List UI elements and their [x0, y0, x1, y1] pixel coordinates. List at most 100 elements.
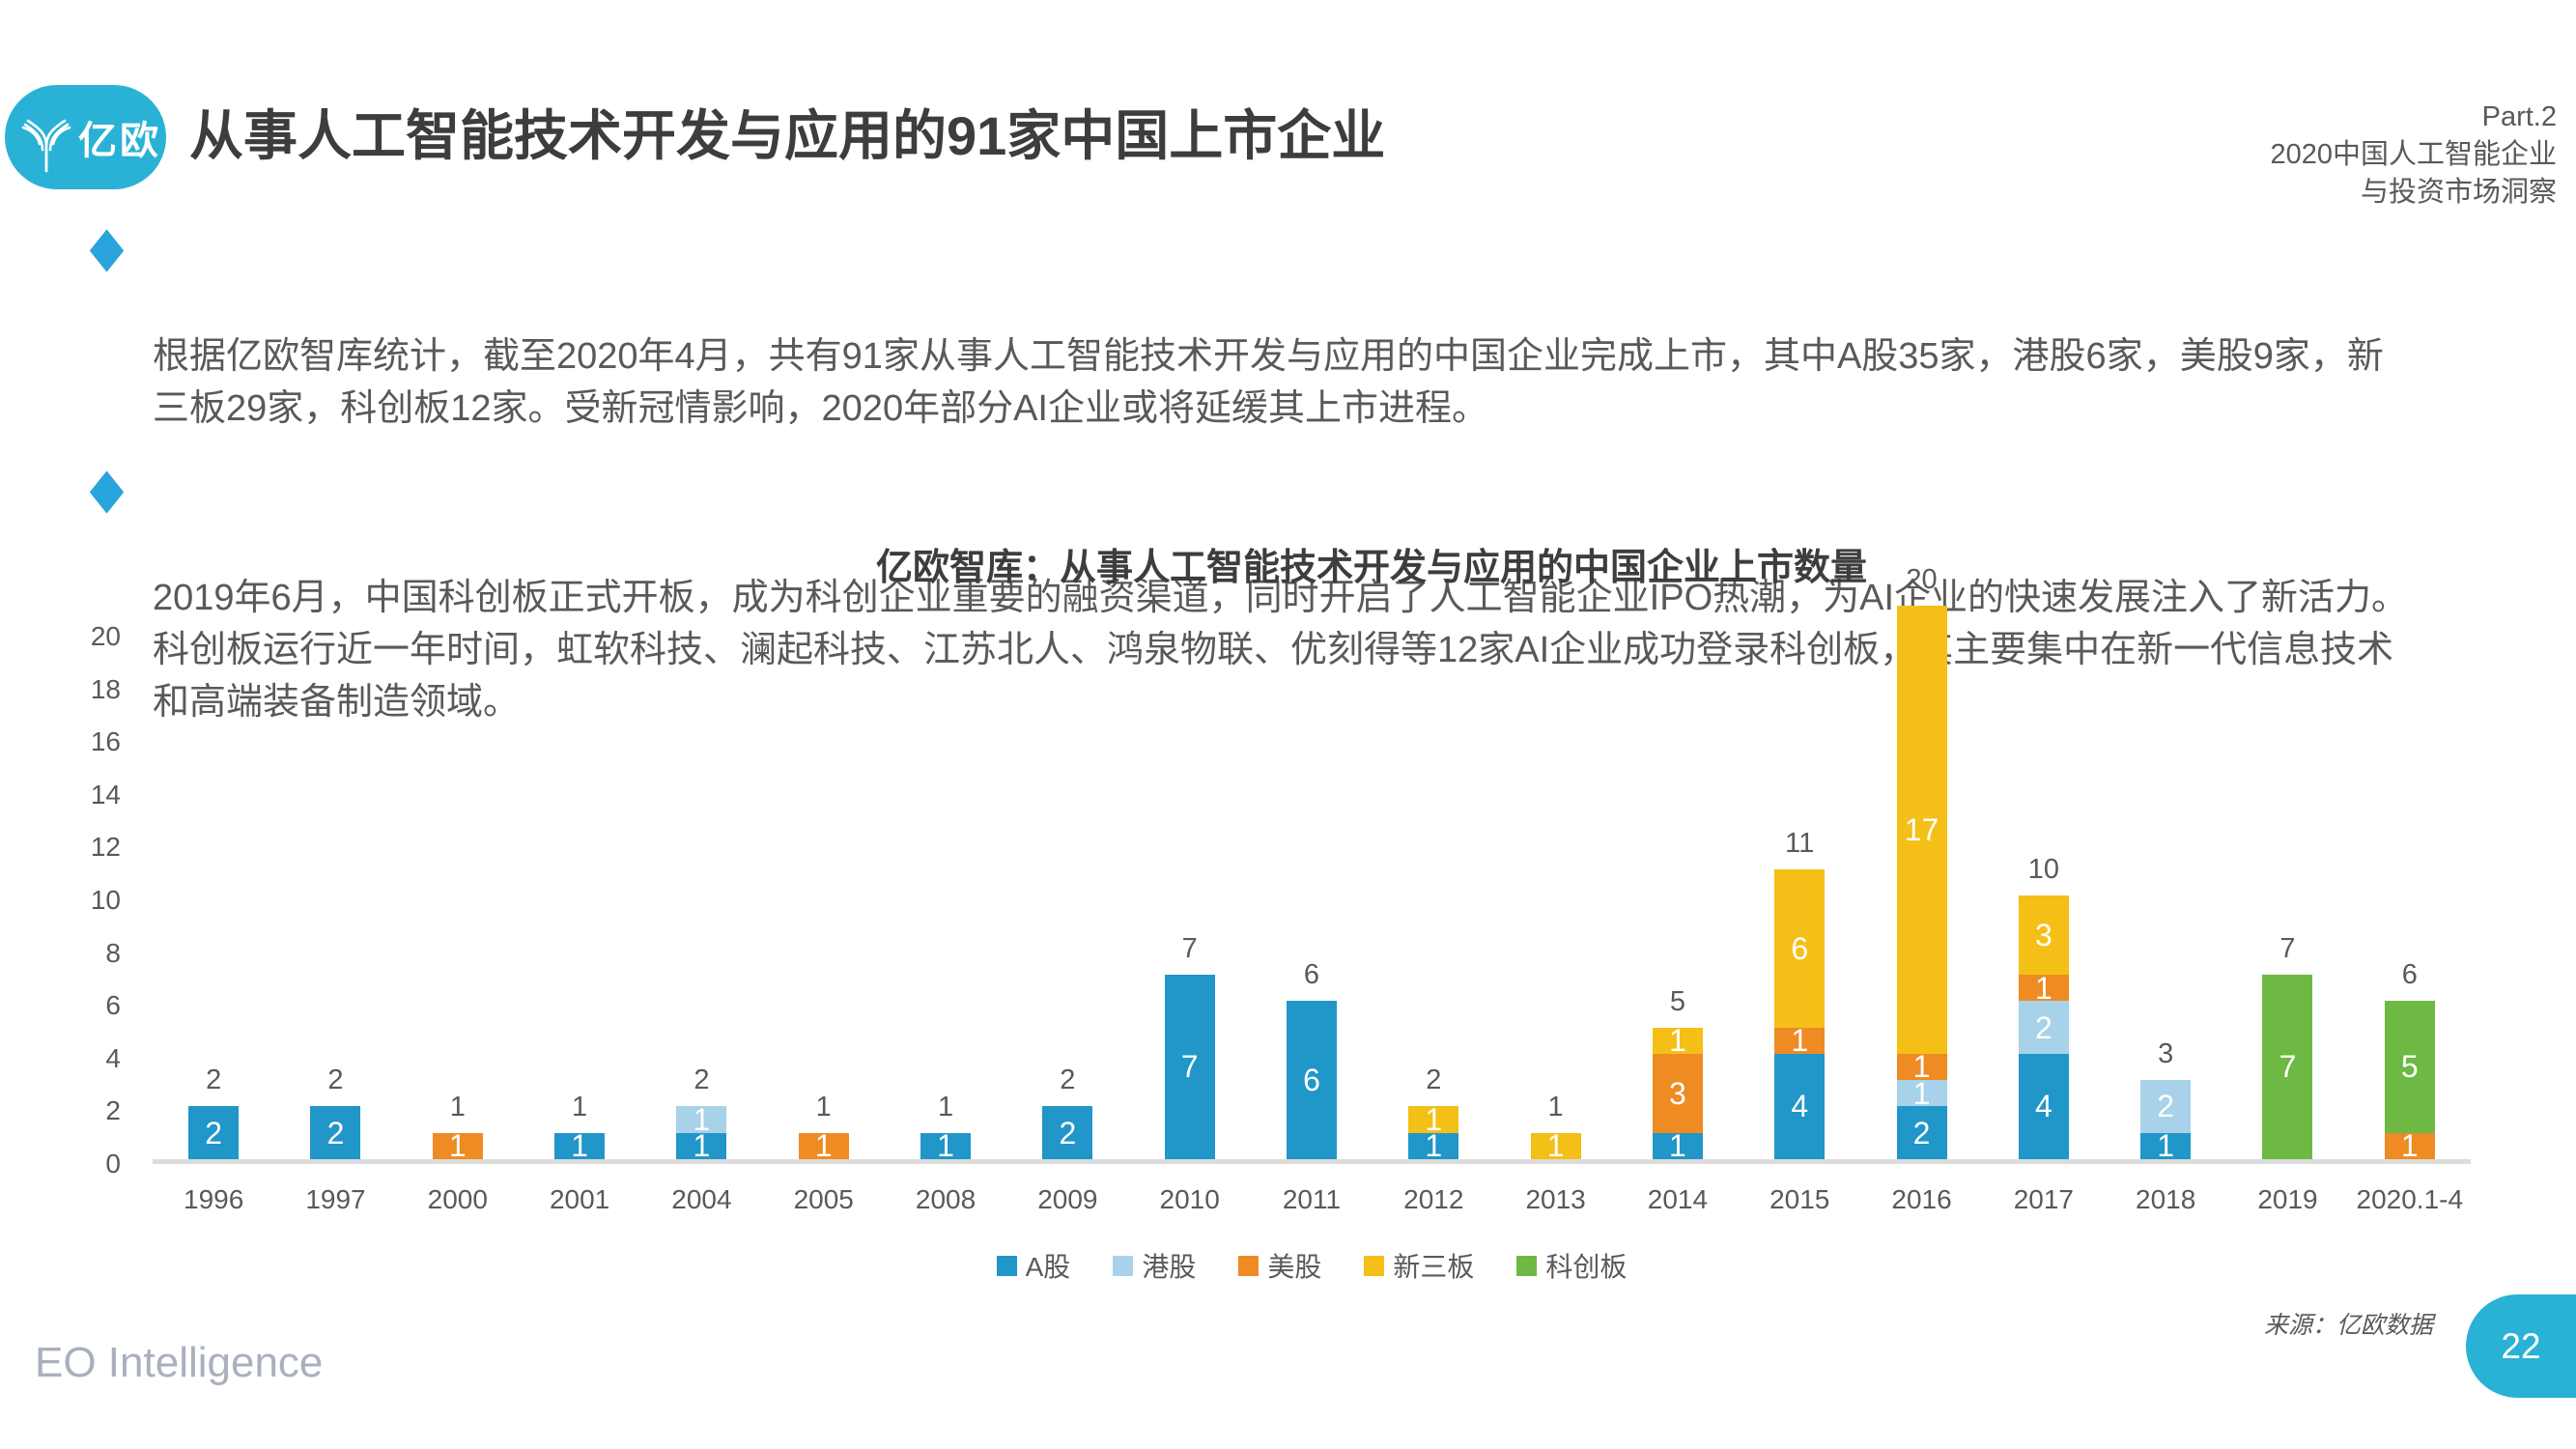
- page-number: 22: [2501, 1325, 2541, 1366]
- legend-item-科创板: 科创板: [1516, 1246, 1627, 1285]
- stacked-bar: 2: [310, 1106, 361, 1159]
- page-title: 从事人工智能技术开发与应用的91家中国上市企业: [189, 105, 1386, 166]
- bar-total-label: 1: [1547, 1091, 1564, 1122]
- y-axis-tick-label: 20: [90, 621, 121, 651]
- report-name-line1: 2020中国人工智能企业: [2270, 139, 2557, 170]
- bar-total-label: 7: [1181, 932, 1198, 964]
- bar-segment-A股: 1: [1652, 1130, 1703, 1161]
- bar-segment-港股: 1: [676, 1104, 727, 1135]
- x-axis-category-label: 1996: [184, 1184, 244, 1214]
- y-axis-tick-label: 18: [90, 673, 121, 704]
- stacked-bar: 1: [798, 1130, 849, 1161]
- x-axis-category-label: 2001: [549, 1184, 610, 1214]
- bar-segment-A股: 4: [1774, 1053, 1826, 1159]
- segment-value-label: 2: [326, 1115, 345, 1151]
- segment-value-label: 1: [1425, 1102, 1443, 1138]
- x-axis-category-label: 2019: [2257, 1184, 2318, 1214]
- bar-column-2020.1-4: 1 5 6 2020.1-4: [2349, 637, 2471, 1214]
- bar-total-label: 7: [2279, 932, 2296, 964]
- part-label: Part.2: [2481, 101, 2557, 132]
- x-axis-category-label: 2011: [1282, 1184, 1342, 1214]
- legend-label: A股: [1025, 1252, 1071, 1282]
- segment-value-label: 1: [571, 1128, 588, 1164]
- y-axis-tick-label: 0: [105, 1149, 121, 1179]
- segment-value-label: 1: [448, 1128, 467, 1164]
- stacked-bar: 1: [432, 1128, 483, 1164]
- bar-segment-A股: 2: [310, 1106, 361, 1159]
- legend-label: 科创板: [1545, 1252, 1628, 1282]
- bar-segment-A股: 2: [1042, 1106, 1093, 1159]
- bar-segment-A股: 7: [1164, 974, 1215, 1159]
- segment-value-label: 2: [205, 1115, 223, 1151]
- legend-item-新三板: 新三板: [1364, 1246, 1474, 1285]
- legend-item-美股: 美股: [1238, 1246, 1321, 1285]
- bar-segment-A股: 1: [920, 1128, 972, 1164]
- y-axis-tick-label: 8: [105, 937, 121, 968]
- legend-label: 港股: [1142, 1252, 1197, 1282]
- y-axis-tick-label: 4: [105, 1042, 121, 1073]
- bar-column-1996: 2 2 1996: [153, 637, 274, 1214]
- bar-segment-港股: 2: [2140, 1080, 2192, 1133]
- bar-segment-科创板: 7: [2262, 974, 2313, 1159]
- bar-segment-美股: 1: [2384, 1130, 2435, 1161]
- eo-logo: 亿欧: [5, 85, 166, 189]
- bar-column-2014: 1 3 1 5 2014: [1617, 637, 1739, 1215]
- bar-total-label: 6: [1303, 959, 1320, 991]
- bar-segment-美股: 3: [1652, 1053, 1703, 1133]
- bullet-text-2: 2019年6月，中国科创板正式开板，成为科创企业重要的融资渠道，同时开启了人工智…: [153, 578, 2409, 723]
- report-part-info: Part.2 2020中国人工智能企业 与投资市场洞察: [2270, 99, 2557, 212]
- legend-swatch-icon: [1113, 1255, 1134, 1276]
- segment-value-label: 3: [2034, 917, 2052, 952]
- legend-swatch-icon: [1516, 1255, 1538, 1276]
- x-axis-category-label: 2013: [1525, 1184, 1586, 1214]
- chart-title: 亿欧智库：从事人工智能技术开发与应用的中国企业上市数量: [875, 548, 1867, 588]
- stacked-bar: 2: [188, 1106, 240, 1159]
- stacked-bar: 7: [1164, 974, 1215, 1159]
- bar-column-2000: 1 1 2000: [397, 637, 519, 1214]
- stacked-bar-chart: 2 2 1996 2 2 1997 1 1 2000 1 1 2001 1 1 2 2004 1 1 2005 1 1 2…: [153, 564, 2471, 1215]
- bar-column-2016: 2 1 1 17 20 2016: [1860, 564, 1982, 1214]
- bar-total-label: 2: [694, 1065, 710, 1096]
- x-axis-category-label: 2014: [1647, 1184, 1709, 1214]
- diamond-bullet-icon: [89, 229, 125, 272]
- segment-value-label: 17: [1904, 811, 1939, 847]
- bar-segment-美股: 1: [798, 1130, 849, 1161]
- x-axis-category-label: 2004: [671, 1184, 732, 1214]
- bar-segment-港股: 2: [2018, 1001, 2069, 1054]
- bullet-list: 根据亿欧智库统计，截至2020年4月，共有91家从事人工智能技术开发与应用的中国…: [89, 226, 2532, 761]
- bar-column-2008: 1 1 2008: [885, 637, 1006, 1214]
- bar-segment-A股: 1: [676, 1130, 727, 1161]
- legend-item-A股: A股: [996, 1246, 1071, 1285]
- segment-value-label: 4: [1791, 1089, 1809, 1124]
- bar-column-2012: 1 1 2 2012: [1373, 637, 1494, 1214]
- stacked-bar: 7: [2262, 974, 2313, 1159]
- data-source-note: 来源：亿欧数据: [2263, 1312, 2433, 1339]
- bars-row: 2 2 1996 2 2 1997 1 1 2000 1 1 2001 1 1 2 2004 1 1 2005 1 1 2…: [153, 564, 2471, 1215]
- stacked-bar: 2 1 1 17: [1896, 605, 1947, 1159]
- bar-total-label: 5: [1669, 985, 1685, 1017]
- segment-value-label: 2: [2157, 1089, 2175, 1124]
- page-number-badge: 22: [2466, 1294, 2576, 1398]
- x-axis-category-label: 2018: [2136, 1184, 2196, 1214]
- segment-value-label: 7: [1180, 1049, 1199, 1085]
- bar-segment-美股: 1: [1896, 1051, 1947, 1082]
- bar-total-label: 11: [1785, 827, 1815, 859]
- bar-column-2005: 1 1 2005: [763, 637, 885, 1214]
- bar-segment-美股: 1: [2018, 973, 2069, 1004]
- segment-value-label: 3: [1669, 1075, 1686, 1111]
- bar-column-1997: 2 2 1997: [274, 637, 396, 1214]
- bar-segment-美股: 1: [1774, 1025, 1826, 1056]
- bar-column-2013: 1 1 2013: [1494, 637, 1616, 1214]
- bar-segment-新三板: 1: [1408, 1102, 1459, 1138]
- y-axis-tick-label: 2: [105, 1095, 121, 1126]
- bar-column-2010: 7 7 2010: [1129, 637, 1251, 1214]
- bullet-item-1: 根据亿欧智库统计，截至2020年4月，共有91家从事人工智能技术开发与应用的中国…: [89, 226, 2532, 435]
- segment-value-label: 1: [937, 1128, 954, 1164]
- report-name-line2: 与投资市场洞察: [2360, 177, 2557, 208]
- bar-segment-A股: 6: [1286, 1001, 1337, 1159]
- segment-value-label: 6: [1791, 930, 1809, 966]
- bar-total-label: 1: [937, 1091, 954, 1122]
- bar-segment-A股: 1: [2140, 1130, 2192, 1161]
